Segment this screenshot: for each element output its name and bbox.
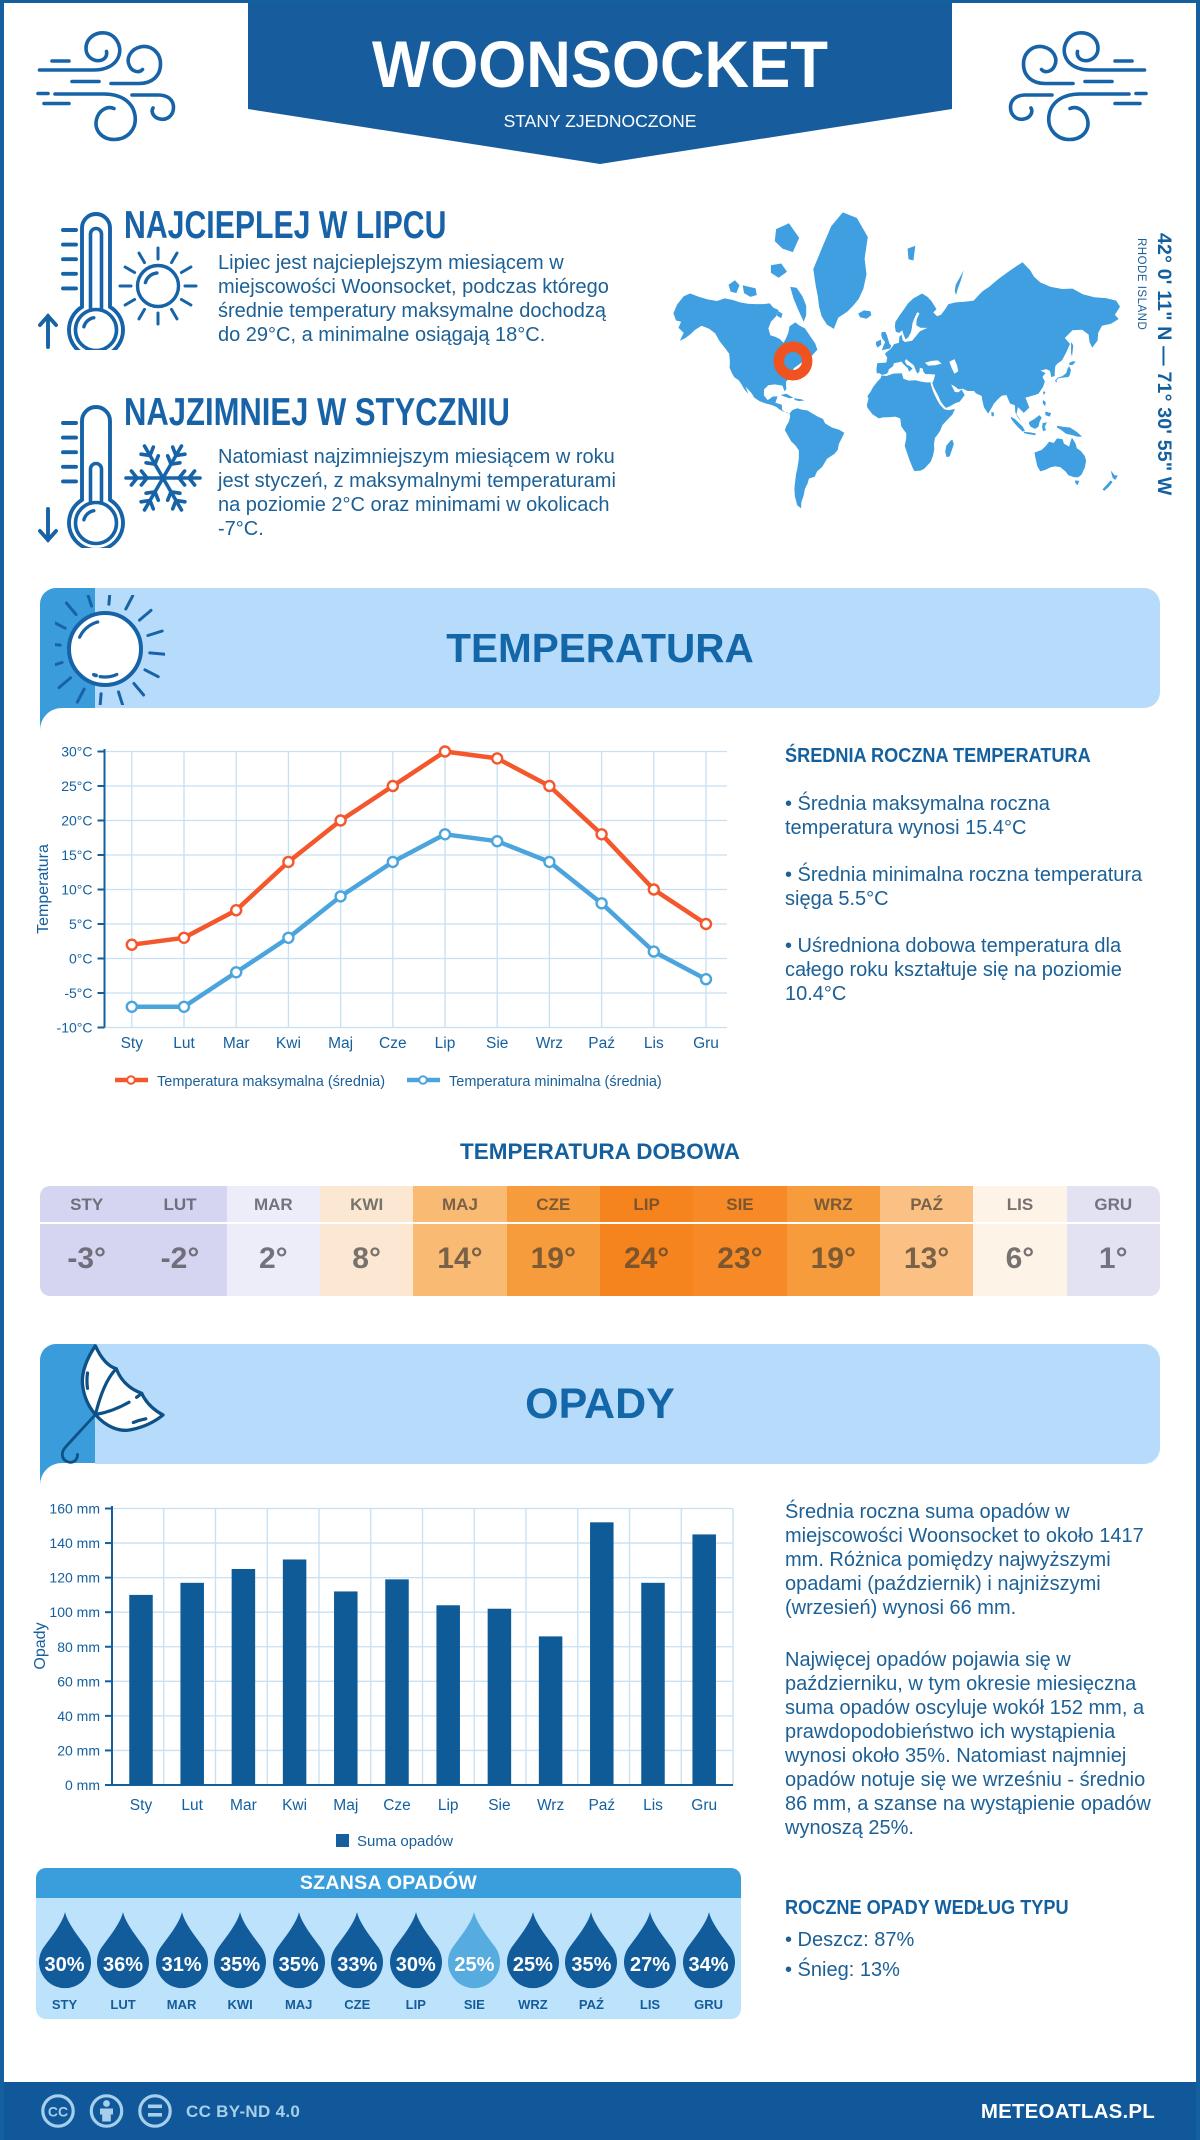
svg-text:Temperatura maksymalna (średni: Temperatura maksymalna (średnia) (157, 1074, 385, 1090)
svg-text:10°C: 10°C (61, 882, 92, 898)
svg-text:-10°C: -10°C (57, 1020, 93, 1036)
svg-text:20 mm: 20 mm (57, 1742, 100, 1758)
svg-text:Lip: Lip (435, 1035, 456, 1052)
svg-text:Mar: Mar (230, 1797, 257, 1814)
svg-text:Gru: Gru (691, 1797, 717, 1814)
svg-text:Lis: Lis (644, 1035, 664, 1052)
svg-text:20°C: 20°C (61, 813, 92, 829)
svg-text:60 mm: 60 mm (57, 1673, 100, 1689)
svg-text:Cze: Cze (383, 1797, 411, 1814)
svg-text:Wrz: Wrz (537, 1797, 564, 1814)
svg-text:Sie: Sie (486, 1035, 508, 1052)
svg-text:Maj: Maj (333, 1797, 358, 1814)
svg-text:25°C: 25°C (61, 778, 92, 794)
svg-text:Mar: Mar (223, 1035, 250, 1052)
svg-text:Temperatura: Temperatura (35, 844, 52, 934)
svg-text:5°C: 5°C (69, 916, 93, 932)
svg-text:Lut: Lut (173, 1035, 195, 1052)
svg-text:0°C: 0°C (69, 951, 93, 967)
svg-text:-5°C: -5°C (64, 985, 92, 1001)
svg-text:Lut: Lut (181, 1797, 203, 1814)
svg-text:Maj: Maj (328, 1035, 353, 1052)
svg-text:Lip: Lip (438, 1797, 459, 1814)
svg-text:Lis: Lis (643, 1797, 663, 1814)
svg-text:Paź: Paź (588, 1035, 615, 1052)
svg-text:120 mm: 120 mm (49, 1570, 100, 1586)
svg-text:Kwi: Kwi (276, 1035, 301, 1052)
svg-text:Sie: Sie (488, 1797, 510, 1814)
svg-text:140 mm: 140 mm (49, 1535, 100, 1551)
svg-text:0 mm: 0 mm (65, 1777, 100, 1793)
svg-text:Temperatura minimalna (średnia: Temperatura minimalna (średnia) (449, 1074, 662, 1090)
svg-text:Cze: Cze (379, 1035, 407, 1052)
svg-text:40 mm: 40 mm (57, 1708, 100, 1724)
svg-text:Wrz: Wrz (536, 1035, 563, 1052)
svg-text:Opady: Opady (32, 1622, 49, 1669)
svg-text:15°C: 15°C (61, 847, 92, 863)
svg-text:Paź: Paź (588, 1797, 615, 1814)
svg-text:CC: CC (48, 2104, 68, 2120)
svg-text:Sty: Sty (130, 1797, 153, 1814)
svg-text:160 mm: 160 mm (49, 1501, 100, 1517)
svg-text:Suma opadów: Suma opadów (357, 1833, 453, 1850)
svg-text:Sty: Sty (121, 1035, 144, 1052)
svg-text:30°C: 30°C (61, 744, 92, 760)
svg-text:Kwi: Kwi (282, 1797, 307, 1814)
svg-text:100 mm: 100 mm (49, 1604, 100, 1620)
svg-text:80 mm: 80 mm (57, 1639, 100, 1655)
svg-text:Gru: Gru (693, 1035, 719, 1052)
